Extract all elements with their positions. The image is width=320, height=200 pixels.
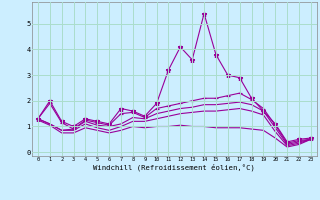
X-axis label: Windchill (Refroidissement éolien,°C): Windchill (Refroidissement éolien,°C) [93, 164, 255, 171]
